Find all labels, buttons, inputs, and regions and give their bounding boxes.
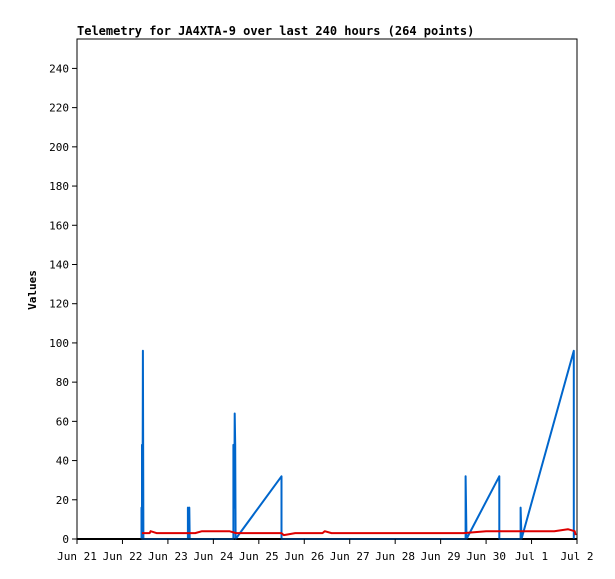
y-tick-label: 180 bbox=[49, 180, 69, 193]
x-tick-label: Jun 24 bbox=[193, 550, 233, 563]
x-tick-label: Jun 30 bbox=[466, 550, 506, 563]
y-tick-label: 40 bbox=[56, 455, 69, 468]
chart-title: Telemetry for JA4XTA-9 over last 240 hou… bbox=[77, 24, 474, 38]
x-tick-label: Jun 23 bbox=[148, 550, 188, 563]
x-tick-label: Jul 1 bbox=[515, 550, 548, 563]
y-tick-label: 60 bbox=[56, 415, 69, 428]
y-axis-ticks: 0 20 40 60 80 100 120 140 160 180 200 220 240 bbox=[49, 62, 77, 546]
x-tick-label: Jun 22 bbox=[103, 550, 143, 563]
y-tick-label: 100 bbox=[49, 337, 69, 350]
x-axis-ticks: Jun 21 Jun 22 Jun 23 Jun 24 Jun 25 Jun 26 Jun … bbox=[57, 539, 594, 563]
y-tick-label: 20 bbox=[56, 494, 69, 507]
x-tick-label: Jun 26 bbox=[284, 550, 324, 563]
y-tick-label: 140 bbox=[49, 258, 69, 271]
y-tick-label: 120 bbox=[49, 298, 69, 311]
y-tick-label: 160 bbox=[49, 219, 69, 232]
y-tick-label: 220 bbox=[49, 102, 69, 115]
x-tick-label: Jun 27 bbox=[330, 550, 370, 563]
series-line bbox=[142, 528, 577, 537]
y-tick-label: 200 bbox=[49, 141, 69, 154]
plot-frame bbox=[76, 38, 578, 540]
y-axis-label: Values bbox=[26, 270, 39, 310]
x-tick-label: Jun 25 bbox=[239, 550, 279, 563]
y-tick-label: 80 bbox=[56, 376, 69, 389]
x-tick-label: Jun 21 bbox=[57, 550, 97, 563]
x-tick-label: Jun 28 bbox=[375, 550, 415, 563]
y-tick-label: 0 bbox=[62, 533, 69, 546]
y-tick-label: 240 bbox=[49, 62, 69, 75]
x-tick-label: Jul 2 bbox=[560, 550, 593, 563]
x-tick-label: Jun 29 bbox=[421, 550, 461, 563]
